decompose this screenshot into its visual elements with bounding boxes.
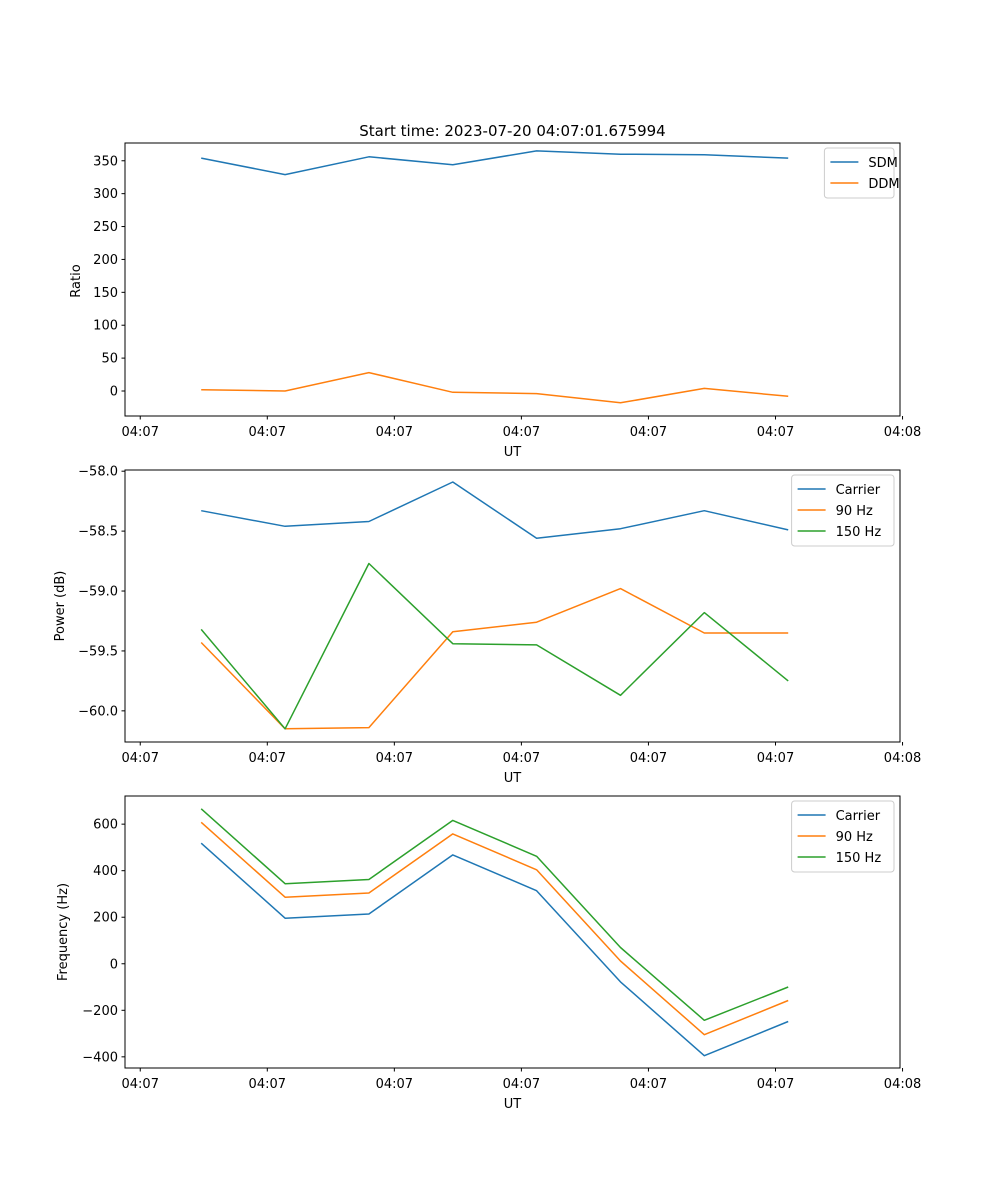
frequency-y-axis-label: Frequency (Hz) [56, 883, 71, 981]
frequency-plot-lines [200, 808, 789, 1057]
ratio-y-tick-label: 350 [93, 154, 118, 169]
power-legend: Carrier 90 Hz 150 Hz [791, 474, 895, 547]
power-legend-label: 150 Hz [836, 525, 882, 540]
power-x-tick-label: 04:07 [503, 751, 540, 766]
ratio-axes-frame [124, 142, 901, 417]
frequency-x-axis-label: UT [504, 1097, 522, 1112]
frequency-legend: Carrier 90 Hz 150 Hz [791, 800, 895, 873]
ratio-x-tick-label: 04:08 [884, 425, 921, 440]
power-x-tick-label: 04:07 [122, 751, 159, 766]
ratio-x-tick-label: 04:07 [122, 425, 159, 440]
frequency-y-ticks: −400 −200 0 200 400 600 [82, 818, 125, 1065]
frequency-y-tick-label: −400 [82, 1050, 118, 1065]
power-y-tick-label: −59.0 [78, 585, 118, 600]
power-y-ticks: −60.0 −59.5 −59.0 −58.5 −58.0 [78, 465, 125, 719]
power-panel: −60.0−59.5−59.0−58.5−58.0 04:07 04:07 04:0… [53, 465, 921, 786]
ratio-legend-label: DDM [868, 177, 899, 192]
ratio-y-tick-label: 0 [110, 385, 118, 400]
frequency-x-tick-label: 04:07 [376, 1077, 413, 1092]
frequency-y-tick-label: 0 [110, 957, 118, 972]
frequency-y-tick-label: −200 [82, 1004, 118, 1019]
frequency-legend-frame [791, 800, 895, 873]
power-x-ticks: 04:07 04:07 04:07 04:07 04:07 04:07 04:08 [122, 742, 921, 766]
ratio-x-tick-label: 04:07 [249, 425, 286, 440]
frequency-x-tick-label: 04:08 [884, 1077, 921, 1092]
ratio-y-tick-label: 200 [93, 253, 118, 268]
ratio-y-tick-label: 300 [93, 187, 118, 202]
frequency-axes-frame [124, 795, 901, 1069]
frequency-x-tick-label: 04:07 [630, 1077, 667, 1092]
frequency-y-tick-label: 400 [93, 864, 118, 879]
power-series-line-carrier [201, 481, 789, 540]
ratio-y-tick-label: 50 [101, 352, 118, 367]
ratio-plot-lines [201, 150, 789, 404]
frequency-x-ticks: 04:07 04:07 04:07 04:07 04:07 04:07 04:08 [122, 1068, 921, 1092]
frequency-legend-label: 150 Hz [836, 851, 882, 866]
ratio-legend: SDM DDM [823, 147, 900, 199]
ratio-x-tick-label: 04:07 [503, 425, 540, 440]
power-y-tick-label: −58.5 [78, 525, 118, 540]
power-plot-lines [200, 481, 789, 730]
ratio-series-line-ddm [201, 371, 789, 404]
frequency-legend-label: 90 Hz [836, 830, 873, 845]
power-axes-frame [124, 469, 901, 743]
frequency-x-tick-label: 04:07 [757, 1077, 794, 1092]
ratio-y-tick-label: 100 [93, 319, 118, 334]
power-x-tick-label: 04:07 [757, 751, 794, 766]
ratio-y-axis-label: Ratio [69, 264, 84, 297]
ratio-y-tick-label: 250 [93, 220, 118, 235]
frequency-x-tick-label: 04:07 [249, 1077, 286, 1092]
ratio-x-ticks: 04:07 04:07 04:07 04:07 04:07 04:07 04:08 [122, 416, 921, 440]
ratio-x-tick-label: 04:07 [757, 425, 794, 440]
power-x-axis-label: UT [504, 771, 522, 786]
power-series-line-150-hz [200, 562, 789, 730]
power-x-tick-label: 04:07 [376, 751, 413, 766]
frequency-y-tick-label: 200 [93, 911, 118, 926]
power-y-axis-label: Power (dB) [53, 571, 68, 642]
power-legend-label: 90 Hz [836, 504, 873, 519]
power-y-tick-label: −59.5 [78, 644, 118, 659]
power-x-tick-label: 04:07 [630, 751, 667, 766]
figure-title: Start time: 2023-07-20 04:07:01.675994 [359, 122, 665, 140]
power-legend-frame [791, 474, 895, 547]
frequency-y-tick-label: 600 [93, 818, 118, 833]
ratio-legend-frame [823, 147, 895, 199]
ratio-y-ticks: 0 50 100 150 200 250 300 350 [93, 154, 125, 400]
ratio-x-axis-label: UT [504, 445, 522, 460]
frequency-x-tick-label: 04:07 [503, 1077, 540, 1092]
ratio-x-tick-label: 04:07 [630, 425, 667, 440]
ratio-series-line-sdm [201, 150, 789, 176]
frequency-series-line-150-hz [200, 808, 789, 1022]
frequency-x-tick-label: 04:07 [122, 1077, 159, 1092]
power-y-tick-label: −58.0 [78, 465, 118, 480]
power-x-tick-label: 04:08 [884, 751, 921, 766]
frequency-series-line-carrier [200, 842, 789, 1057]
ratio-y-tick-label: 150 [93, 286, 118, 301]
frequency-series-line-90-hz [200, 821, 789, 1036]
frequency-legend-label: Carrier [836, 809, 881, 824]
ratio-legend-label: SDM [868, 156, 897, 171]
power-x-tick-label: 04:07 [249, 751, 286, 766]
power-y-tick-label: −60.0 [78, 704, 118, 719]
power-legend-label: Carrier [836, 483, 881, 498]
ratio-x-tick-label: 04:07 [376, 425, 413, 440]
